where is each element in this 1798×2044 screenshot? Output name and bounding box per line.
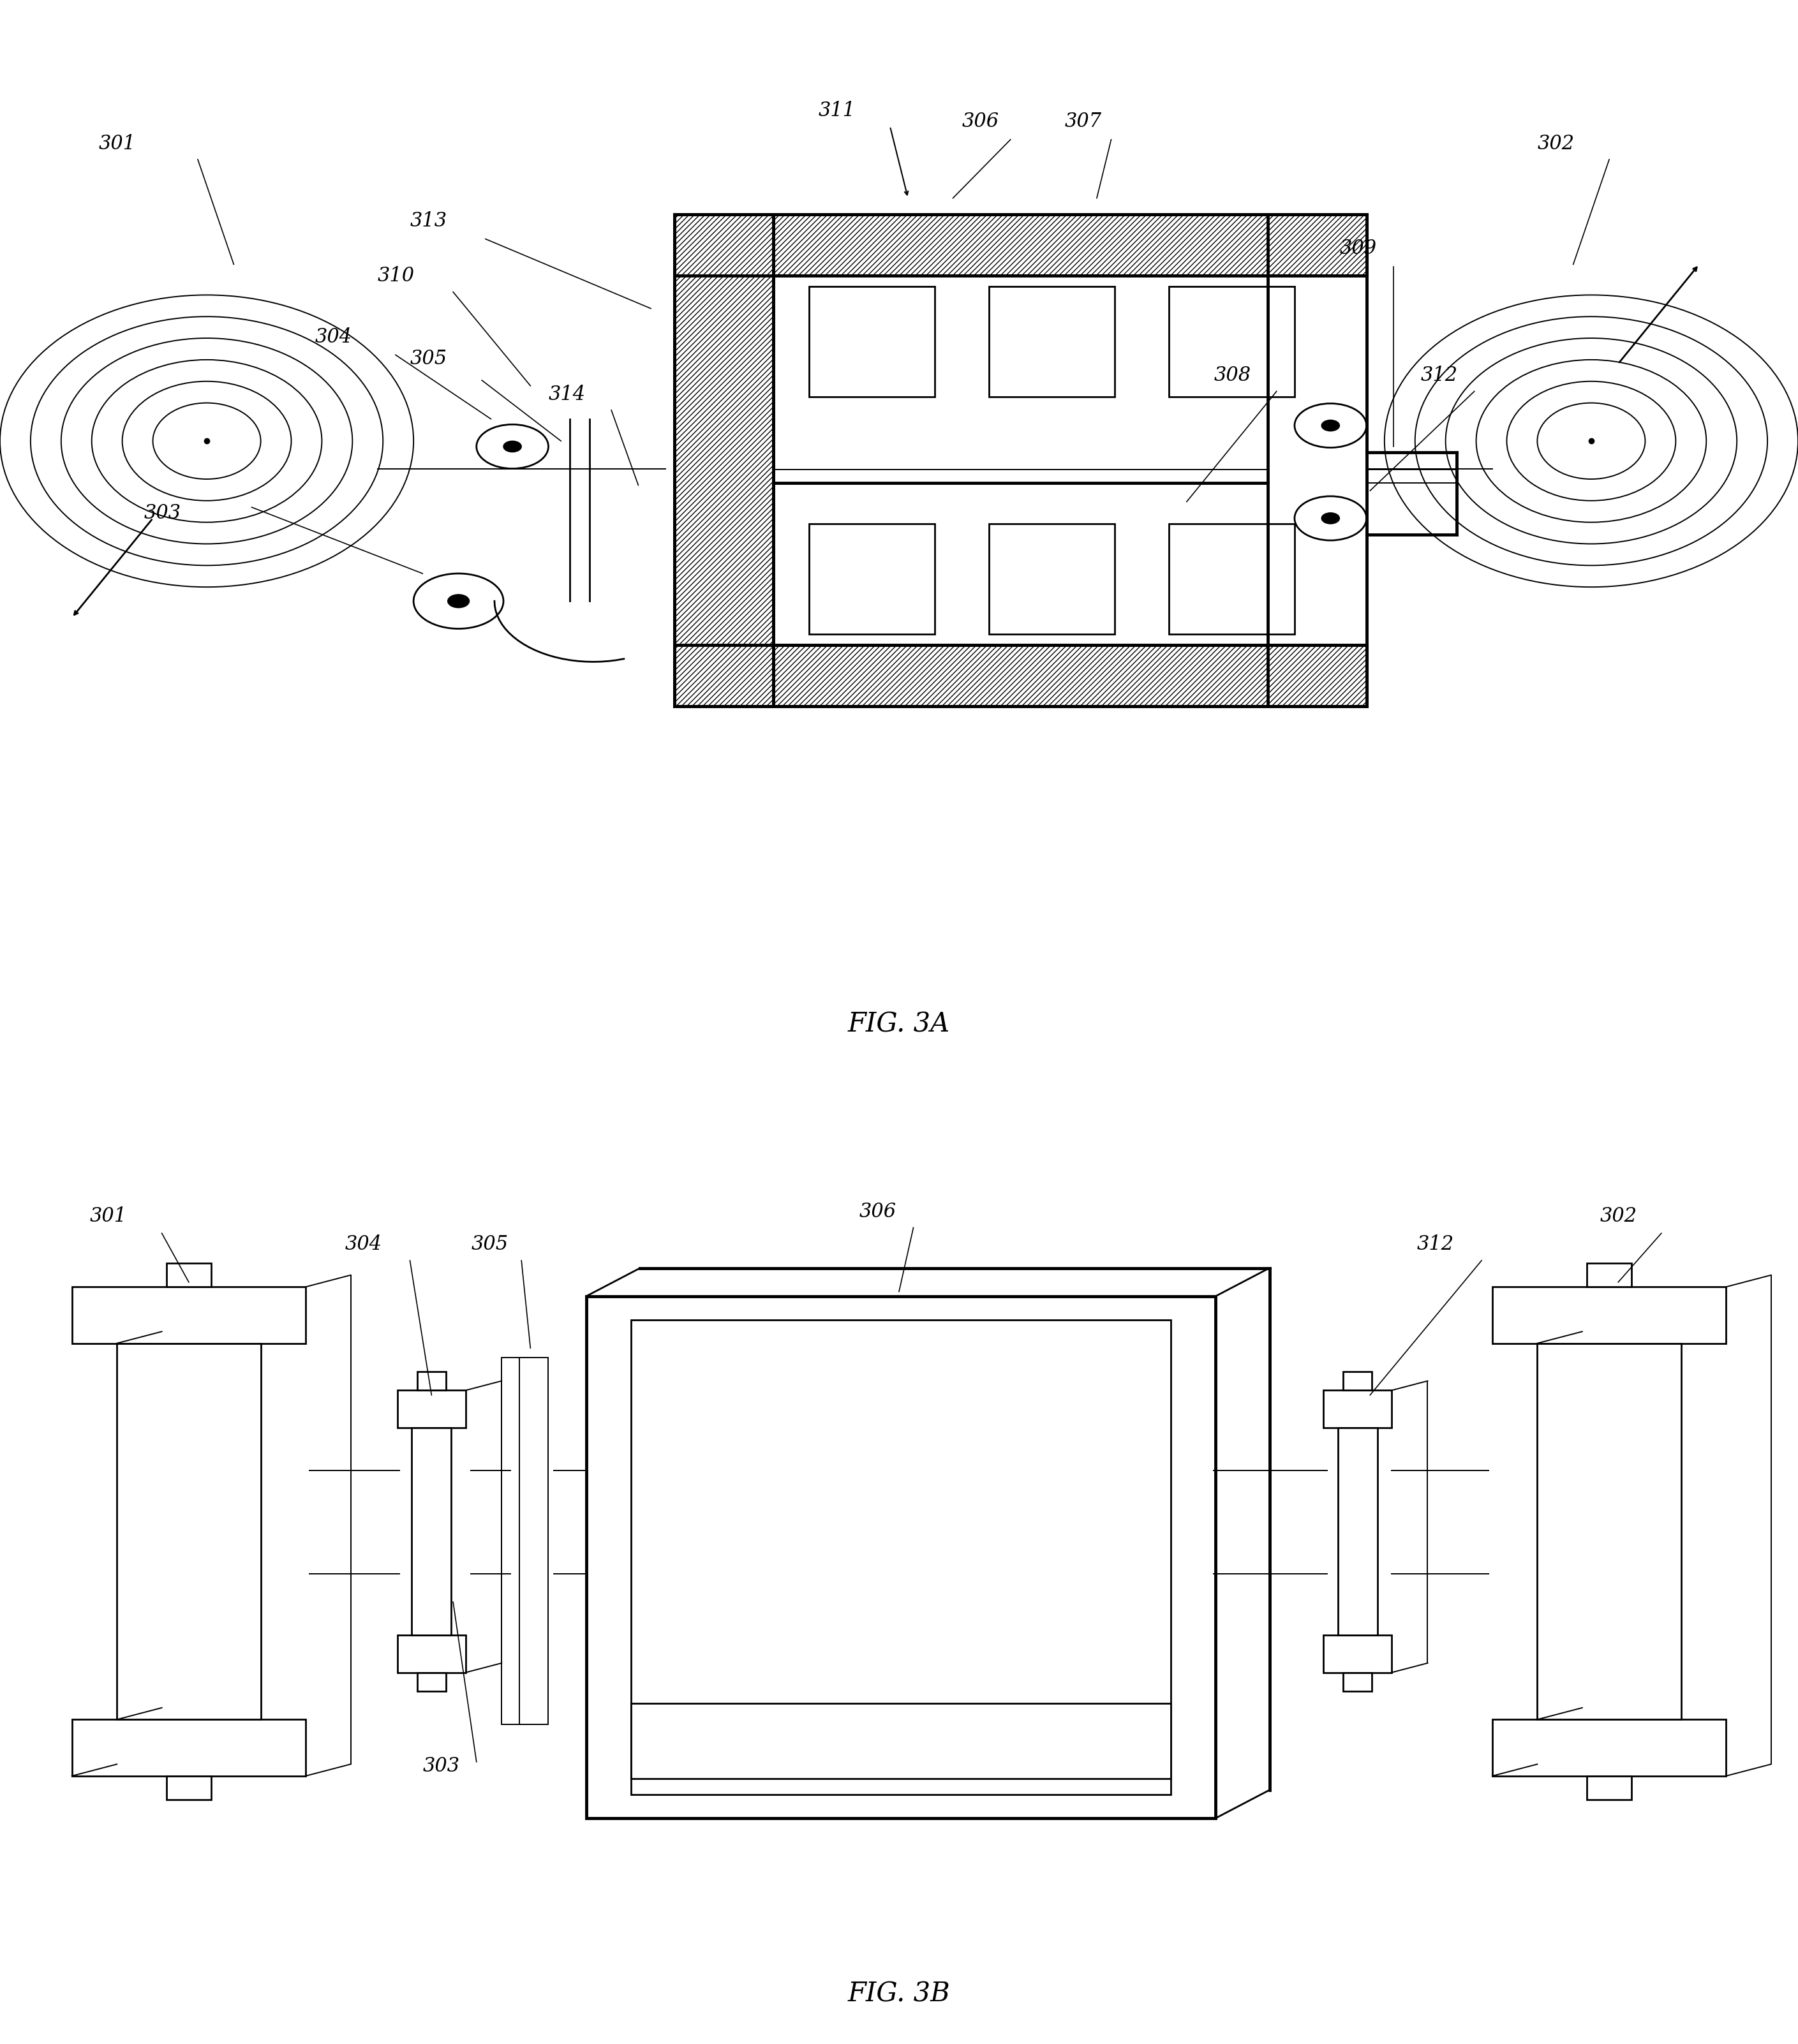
- Text: 305: 305: [471, 1235, 509, 1253]
- FancyBboxPatch shape: [72, 1719, 306, 1776]
- Circle shape: [503, 442, 521, 452]
- FancyBboxPatch shape: [674, 646, 1366, 707]
- FancyBboxPatch shape: [631, 1320, 1170, 1795]
- FancyBboxPatch shape: [417, 1672, 446, 1692]
- FancyBboxPatch shape: [809, 286, 935, 397]
- FancyBboxPatch shape: [1169, 525, 1295, 634]
- Text: 302: 302: [1537, 133, 1575, 153]
- FancyBboxPatch shape: [809, 525, 935, 634]
- FancyBboxPatch shape: [412, 1429, 451, 1635]
- Text: 303: 303: [144, 503, 182, 523]
- Text: 308: 308: [1214, 366, 1251, 384]
- FancyBboxPatch shape: [1492, 1719, 1726, 1776]
- Text: 312: 312: [1417, 1235, 1455, 1253]
- Text: 309: 309: [1340, 239, 1377, 258]
- FancyBboxPatch shape: [520, 1357, 548, 1725]
- FancyBboxPatch shape: [989, 286, 1115, 397]
- FancyBboxPatch shape: [117, 1343, 261, 1719]
- FancyBboxPatch shape: [502, 1357, 530, 1725]
- FancyBboxPatch shape: [1588, 1263, 1633, 1288]
- Text: 306: 306: [962, 112, 1000, 131]
- FancyBboxPatch shape: [631, 1703, 1170, 1778]
- FancyBboxPatch shape: [397, 1635, 466, 1672]
- FancyBboxPatch shape: [167, 1263, 212, 1288]
- Text: FIG. 3B: FIG. 3B: [847, 1979, 951, 2007]
- FancyBboxPatch shape: [167, 1776, 212, 1799]
- FancyBboxPatch shape: [1343, 1372, 1372, 1390]
- Text: 307: 307: [1064, 112, 1102, 131]
- FancyBboxPatch shape: [72, 1288, 306, 1343]
- FancyBboxPatch shape: [1492, 1288, 1726, 1343]
- Circle shape: [1322, 421, 1340, 431]
- Text: FIG. 3A: FIG. 3A: [849, 1010, 949, 1038]
- FancyBboxPatch shape: [1323, 1390, 1392, 1429]
- FancyBboxPatch shape: [1588, 1776, 1633, 1799]
- Circle shape: [1322, 513, 1340, 523]
- Text: 311: 311: [818, 100, 856, 121]
- Text: 312: 312: [1420, 366, 1458, 384]
- FancyBboxPatch shape: [1343, 1672, 1372, 1692]
- FancyBboxPatch shape: [1169, 286, 1295, 397]
- FancyBboxPatch shape: [1338, 1429, 1377, 1635]
- FancyBboxPatch shape: [674, 215, 773, 707]
- FancyBboxPatch shape: [1323, 1635, 1392, 1672]
- FancyBboxPatch shape: [674, 215, 1366, 276]
- FancyBboxPatch shape: [1537, 1343, 1681, 1719]
- FancyBboxPatch shape: [417, 1372, 446, 1390]
- Circle shape: [448, 595, 469, 609]
- Text: 314: 314: [548, 384, 586, 405]
- Text: 305: 305: [410, 350, 448, 368]
- Text: 302: 302: [1600, 1206, 1638, 1226]
- FancyBboxPatch shape: [989, 525, 1115, 634]
- Text: 301: 301: [90, 1206, 128, 1226]
- Text: 306: 306: [859, 1202, 897, 1220]
- FancyBboxPatch shape: [397, 1390, 466, 1429]
- Text: 313: 313: [410, 211, 448, 231]
- Text: 304: 304: [315, 327, 352, 347]
- Text: 304: 304: [345, 1235, 383, 1253]
- FancyBboxPatch shape: [586, 1296, 1215, 1819]
- Text: 303: 303: [423, 1756, 460, 1776]
- Text: 310: 310: [378, 266, 415, 286]
- Text: 301: 301: [99, 133, 137, 153]
